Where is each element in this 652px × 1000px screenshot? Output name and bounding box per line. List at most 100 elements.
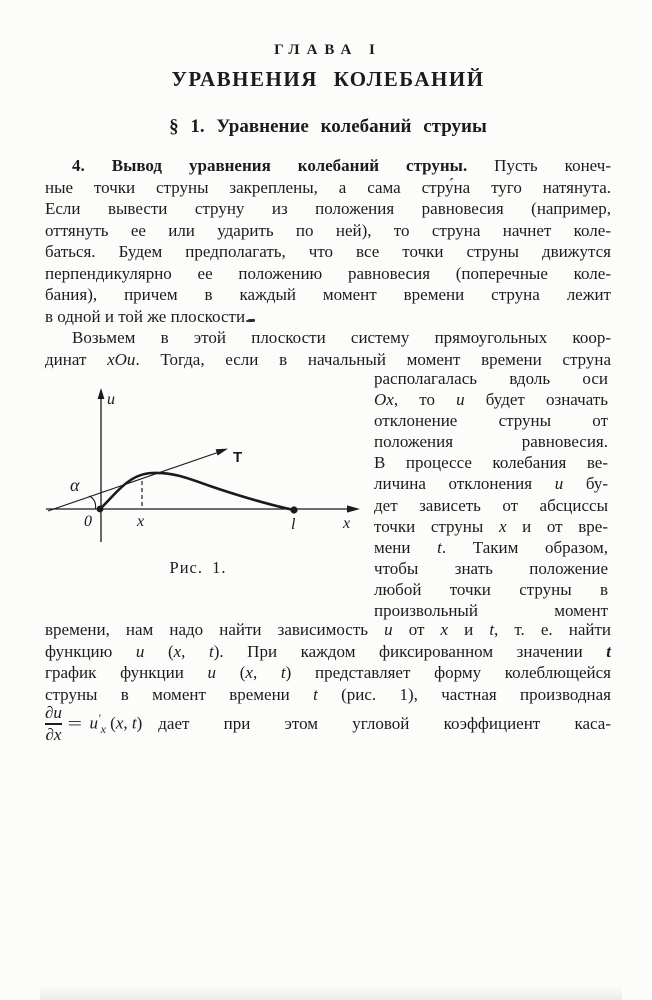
text-line: бания), причем в каждый момент времени с…: [45, 284, 611, 306]
text-segment: 4. Вывод уравнения колебаний струны.: [72, 156, 468, 175]
text-segment: ′: [98, 710, 101, 725]
chapter-label: ГЛАВА I: [274, 42, 382, 58]
text-line: любой точки струны в: [374, 579, 608, 600]
text-line: струны в момент времени t (рис. 1), част…: [45, 684, 611, 706]
text-segment: t: [489, 620, 495, 639]
l-point-label: l: [291, 516, 296, 533]
text-line: Возьмем в этой плоскости систему прямоуг…: [45, 327, 611, 349]
text-segment: ,: [252, 663, 281, 683]
print-speck: [247, 318, 256, 322]
text-segment: , то: [393, 390, 457, 410]
text-line: произвольный момент: [374, 600, 608, 621]
text-segment: В процессе колебания ве-: [374, 453, 608, 473]
text-segment: будет означать: [464, 390, 608, 410]
section-heading: § 1. Уравнение колебаний струиы: [169, 116, 487, 137]
text-segment: t: [313, 684, 318, 704]
text-line: функцию u (x, t). При каждом фиксированн…: [45, 641, 611, 663]
origin-label: 0: [84, 513, 92, 530]
fraction-numerator: ∂u: [45, 704, 62, 722]
text-segment: располагалась вдоль оси: [374, 369, 608, 388]
paragraph-block-right-column: располагалась вдоль оси Ox, то u будет оз…: [374, 368, 608, 621]
text-segment: функцию: [45, 641, 136, 661]
text-segment: оттянуть ее или ударить по ней), то стру…: [45, 220, 611, 240]
text-line: ные точки струны закреплены, а сама стру…: [45, 177, 611, 199]
equals-sign: =: [67, 714, 82, 733]
text-segment: баться. Будем предполагать, что все точк…: [45, 242, 611, 261]
text-segment: (рис. 1), частная производная: [317, 684, 611, 704]
text-line: чтобы знать положение: [374, 558, 608, 579]
x-axis-arrow-icon: [347, 505, 360, 513]
text-segment: от: [392, 620, 441, 639]
text-line: Если вывести струну из положения равнове…: [45, 198, 611, 220]
text-line: личина отклонения u бу-: [374, 473, 608, 494]
text-segment: бания), причем в каждый момент времени с…: [45, 285, 611, 304]
text-segment: чтобы знать положение: [374, 558, 608, 578]
text-segment: Пусть конеч-: [467, 156, 611, 175]
text-line: график функции u (x, t) представляет фор…: [45, 662, 611, 684]
tension-label: Т: [233, 449, 242, 466]
text-line: располагалась вдоль оси: [374, 368, 608, 389]
text-segment: , т. е. найти: [494, 620, 611, 639]
formula-tail-text: дает при этом угловой коэффициент каса-: [158, 714, 611, 733]
origin-point: [96, 505, 104, 513]
x-point-label: x: [136, 513, 144, 530]
string-curve: [99, 471, 295, 512]
text-line: отклонение струны от: [374, 410, 608, 431]
u-axis-arrow-icon: [97, 388, 105, 399]
text-segment: ). При каждом фиксированном значении: [213, 641, 607, 661]
fraction-bar: [45, 723, 62, 725]
fraction-denominator: ∂x: [45, 724, 62, 744]
text-segment: и от вре-: [506, 516, 608, 536]
text-segment: t: [208, 641, 214, 661]
text-line: 4. Вывод уравнения колебаний струны. Пус…: [45, 155, 611, 177]
alpha-angle-label: α: [70, 475, 80, 495]
text-segment: произвольный момент: [374, 601, 608, 621]
figure-1: u x 0 x l Т α: [40, 386, 370, 564]
text-segment: x: [173, 641, 182, 661]
text-segment: u: [384, 620, 393, 639]
text-segment: ные точки струны закреплены, а сама стру…: [45, 177, 611, 197]
u-axis-label: u: [107, 391, 115, 408]
text-line: Ox, то u будет означать: [374, 389, 608, 410]
text-segment: струны в момент времени: [45, 684, 314, 704]
text-segment: ) представляет форму колеблющейся: [285, 663, 611, 683]
text-line: точки струны x и от вре-: [374, 516, 608, 537]
text-line: оттянуть ее или ударить по ней), то стру…: [45, 220, 611, 242]
paragraph-block-bottom: времени, нам надо найти зависимость u от…: [45, 619, 611, 705]
text-line: баться. Будем предполагать, что все точк…: [45, 241, 611, 263]
text-segment: ,: [123, 713, 132, 733]
text-segment: и: [448, 620, 490, 639]
text-segment: в одной и той же плоскости.: [45, 306, 250, 326]
text-segment: Ox: [374, 390, 394, 410]
text-line: динат xOu. Тогда, если в начальный момен…: [45, 349, 611, 371]
text-line: перпендикулярно ее положению равновесия …: [45, 263, 611, 285]
text-segment: дет зависеть от абсциссы: [374, 495, 608, 515]
partial-derivative-fraction: ∂u ∂x: [45, 704, 62, 743]
paragraph-block-top: 4. Вывод уравнения колебаний струны. Пус…: [45, 155, 611, 370]
text-segment: u: [207, 663, 217, 683]
end-point: [290, 506, 298, 514]
text-segment: . Тогда, если в начальный момент времени…: [135, 349, 612, 369]
text-segment: x: [440, 620, 449, 639]
figure-caption: Рис. 1.: [169, 558, 227, 577]
text-segment: Возьмем в этой плоскости систему прямоуг…: [72, 328, 611, 347]
text-segment: u: [135, 641, 145, 661]
text-line: В процессе колебания ве-: [374, 452, 608, 473]
text-segment: u: [456, 390, 465, 410]
text-segment: времени, нам надо найти зависимость: [45, 620, 385, 639]
text-segment: (: [216, 663, 246, 683]
text-segment: t: [437, 537, 442, 557]
text-segment: положения равновесия.: [374, 432, 608, 452]
text-segment: Если вывести струну из положения равнове…: [45, 199, 611, 218]
text-segment: ∂x: [45, 724, 62, 744]
formula-rhs: u′x (x, t): [90, 711, 143, 737]
text-segment: t: [131, 713, 137, 733]
text-segment: ,: [181, 641, 209, 661]
text-segment: (: [144, 641, 174, 661]
text-segment: . Таким образом,: [441, 537, 609, 557]
text-line: в одной и той же плоскости.: [45, 306, 611, 328]
tangent-line: [47, 450, 223, 512]
text-line: времени, нам надо найти зависимость u от…: [45, 619, 611, 641]
text-line: мени t. Таким образом,: [374, 537, 608, 558]
tension-arrow-icon: [215, 448, 228, 456]
